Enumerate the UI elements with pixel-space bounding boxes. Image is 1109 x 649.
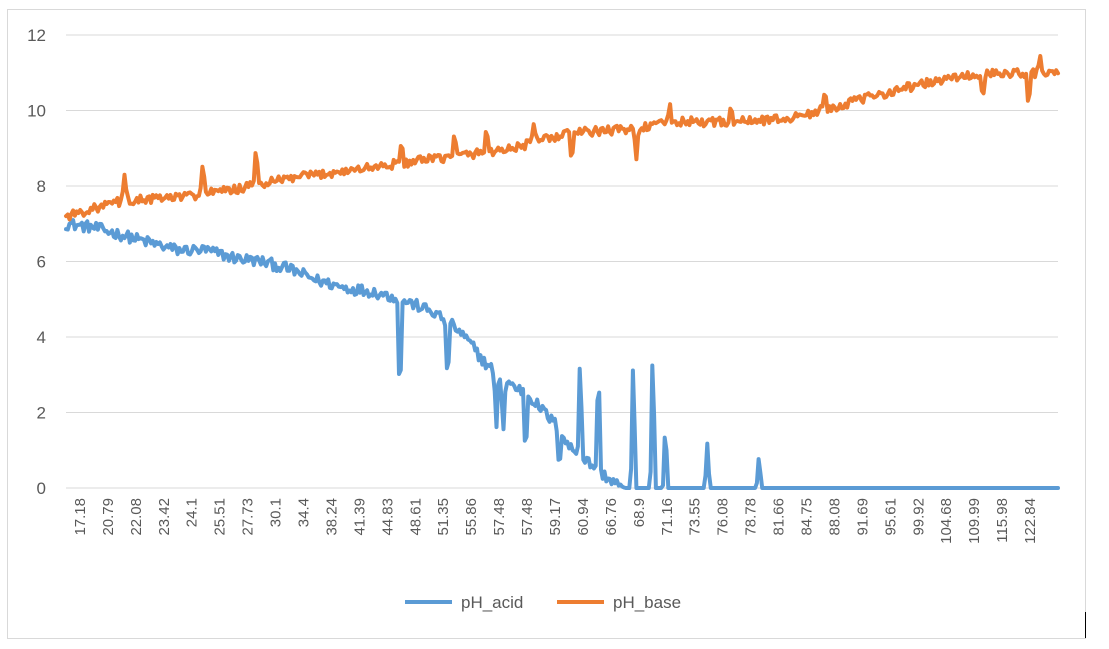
x-tick-label: 122.84 [1022,498,1039,544]
x-tick-label: 23.42 [156,498,173,536]
series-line-pH-base [64,54,1060,222]
x-tick-label: 24.1 [184,498,201,527]
x-tick-label: 22.08 [128,498,145,536]
series-lines [64,54,1060,490]
legend-label-pH-acid: pH_acid [461,593,523,612]
x-tick-label: 84.75 [799,498,816,536]
x-tick-label: 30.1 [268,498,285,527]
x-tick-label: 68.9 [631,498,648,527]
x-tick-label: 91.69 [854,498,871,536]
y-tick-label: 2 [37,404,46,423]
x-tick-label: 57.48 [519,498,536,536]
y-tick-label: 8 [37,177,46,196]
x-tick-label: 78.78 [743,498,760,536]
legend: pH_acid pH_base [405,593,681,612]
x-tick-label: 81.66 [771,498,788,536]
x-tick-label: 59.17 [547,498,564,536]
x-tick-label: 44.83 [379,498,396,536]
y-tick-label: 12 [27,26,46,45]
y-axis-ticks: 0 2 4 6 8 10 12 [27,26,46,498]
x-tick-label: 71.16 [659,498,676,536]
y-tick-label: 0 [37,479,46,498]
x-tick-label: 73.55 [687,498,704,536]
x-tick-label: 95.61 [882,498,899,536]
x-tick-label: 88.08 [826,498,843,536]
y-tick-label: 6 [37,253,46,272]
y-tick-label: 4 [37,328,46,347]
x-tick-label: 17.18 [72,498,89,536]
gridlines [66,34,1058,489]
x-tick-label: 66.76 [603,498,620,536]
x-tick-label: 104.68 [938,498,955,544]
x-tick-label: 41.39 [351,498,368,536]
x-tick-label: 115.98 [994,498,1011,543]
series-line-pH-acid [64,218,1060,490]
x-tick-label: 25.51 [212,498,229,536]
x-tick-label: 38.24 [323,498,340,536]
legend-label-pH-base: pH_base [613,593,681,612]
x-tick-label: 76.08 [715,498,732,536]
x-tick-label: 48.61 [407,498,424,536]
x-tick-label: 109.99 [966,498,983,544]
x-tick-label: 51.35 [435,498,452,536]
chart-frame [7,9,1086,639]
y-tick-label: 10 [27,102,46,121]
x-tick-label: 34.4 [296,498,313,527]
x-tick-label: 60.94 [575,498,592,536]
x-tick-label: 27.73 [240,498,257,536]
x-axis-ticks: 17.18 20.79 22.08 23.42 24.1 25.51 27.73 30.1 34… [72,498,1039,544]
x-tick-label: 20.79 [100,498,117,536]
x-tick-label: 99.92 [910,498,927,536]
x-tick-label: 57.48 [491,498,508,536]
x-tick-label: 55.86 [463,498,480,536]
frame-edge-mark [1085,612,1086,638]
